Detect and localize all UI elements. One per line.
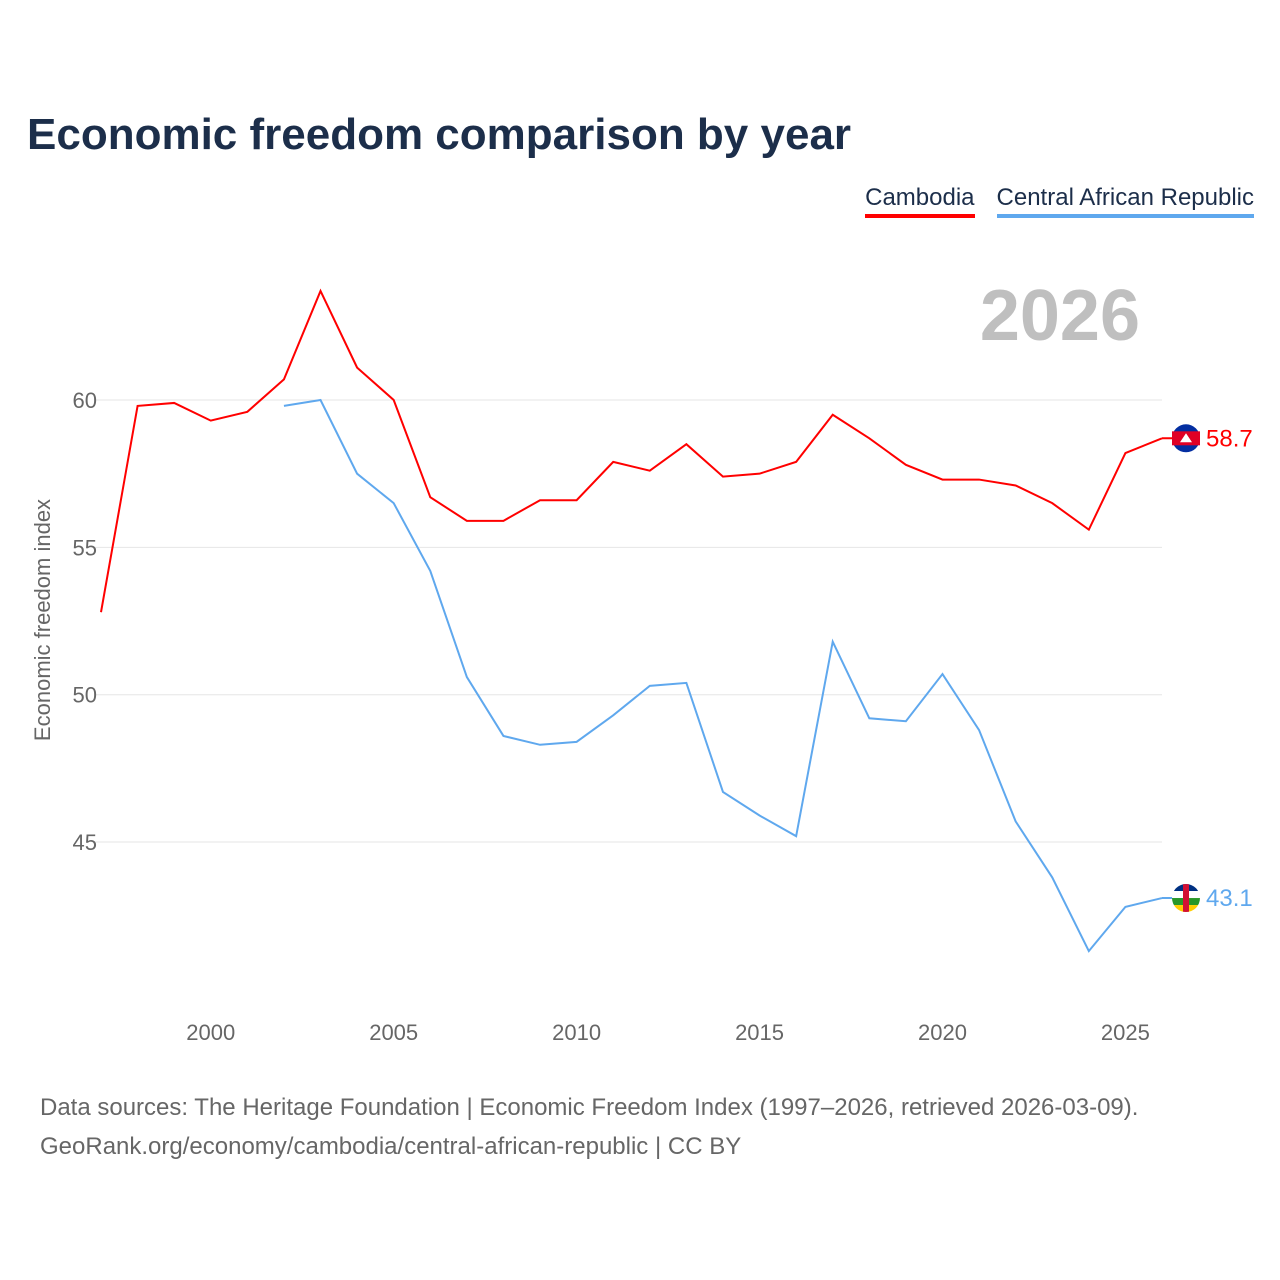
x-tick-label: 2000 (186, 1020, 235, 1045)
car-flag-icon (1172, 884, 1200, 913)
y-tick-label: 60 (73, 388, 97, 413)
x-tick-label: 2010 (552, 1020, 601, 1045)
data-source: Data sources: The Heritage Foundation | … (40, 1094, 1139, 1121)
legend-central-african-republic[interactable]: Central African Republic (996, 184, 1254, 218)
x-tick-label: 2020 (918, 1020, 967, 1045)
chart-title: Economic freedom comparison by year (27, 110, 852, 159)
legend: Cambodia Central African Republic (865, 184, 1254, 218)
flag-red-band (1183, 884, 1189, 913)
end-value-label: 43.1 (1206, 885, 1253, 912)
series-line-central-african-republic (283, 398, 1163, 953)
y-tick-label: 45 (73, 830, 97, 855)
y-tick-label: 50 (73, 683, 97, 708)
end-value-label: 58.7 (1206, 425, 1253, 452)
x-tick-label: 2015 (735, 1020, 784, 1045)
series-line-cambodia (100, 288, 1163, 613)
legend-cambodia[interactable]: Cambodia (865, 184, 975, 218)
y-axis-label: Economic freedom index (30, 499, 55, 741)
year-label: 2026 (980, 276, 1140, 356)
x-tick-label: 2025 (1101, 1020, 1150, 1045)
x-tick-label: 2005 (369, 1020, 418, 1045)
flag-temple (1180, 433, 1192, 443)
footer: Data sources: The Heritage Foundation | … (40, 1088, 1138, 1166)
y-tick-label: 55 (73, 535, 97, 560)
source-url: GeoRank.org/economy/cambodia/central-afr… (40, 1133, 742, 1160)
